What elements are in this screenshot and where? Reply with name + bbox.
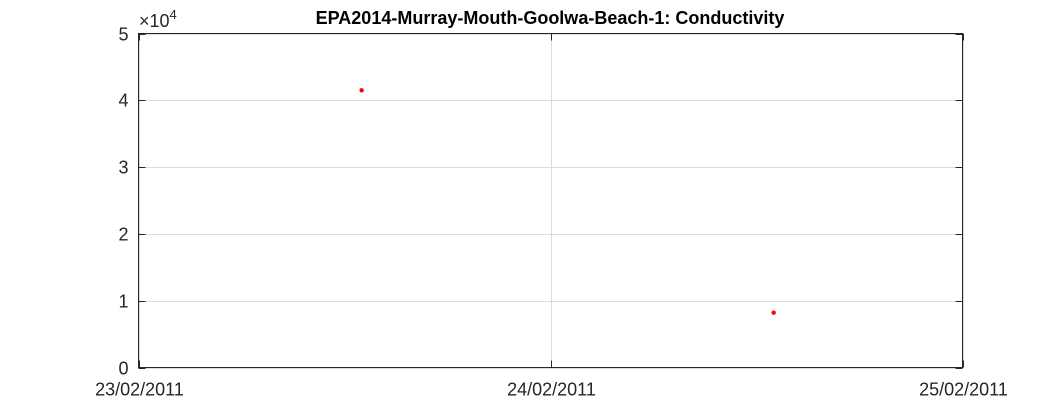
y-exponent-base: ×10 — [139, 11, 170, 31]
x-tick-label: 24/02/2011 — [507, 380, 596, 400]
y-tick-label: 1 — [118, 292, 128, 312]
x-tick-label: 23/02/2011 — [95, 380, 184, 400]
y-tick-label: 3 — [118, 158, 128, 178]
data-point — [359, 88, 364, 93]
y-tick-label: 5 — [118, 25, 128, 45]
plot-area-frame — [138, 33, 963, 368]
y-axis-exponent: ×104 — [139, 7, 177, 31]
y-tick-label: 2 — [118, 225, 128, 245]
y-axis: 0 1 2 3 4 5 — [118, 25, 963, 379]
chart-title: EPA2014-Murray-Mouth-Goolwa-Beach-1: Con… — [316, 8, 785, 28]
data-series — [359, 88, 776, 315]
x-tick-label: 25/02/2011 — [919, 380, 1008, 400]
y-exponent-power: 4 — [170, 7, 177, 22]
x-axis: 23/02/2011 24/02/2011 25/02/2011 — [95, 33, 1008, 400]
grid-lines — [138, 33, 964, 369]
y-tick-label: 4 — [118, 91, 128, 111]
data-point — [771, 310, 776, 315]
y-tick-label: 0 — [118, 359, 128, 379]
